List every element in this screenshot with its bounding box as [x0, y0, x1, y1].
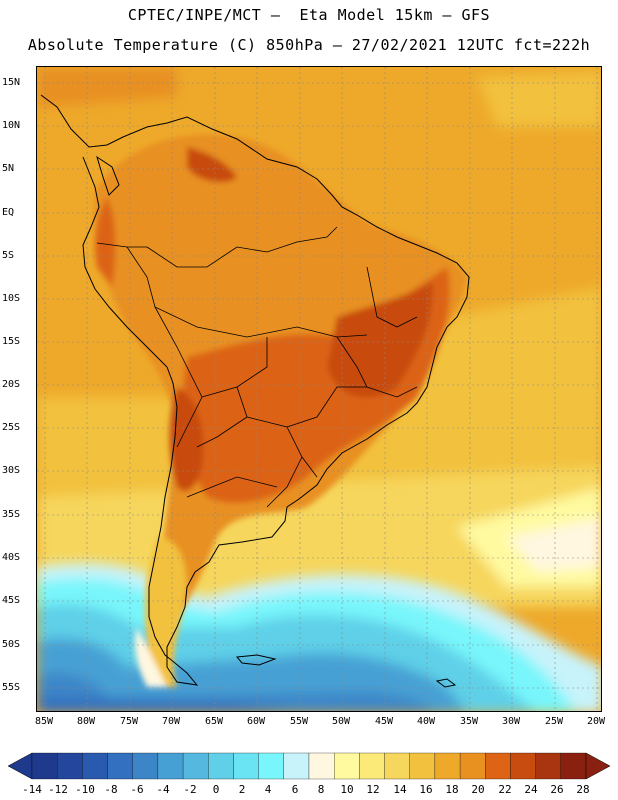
chart-title-line1: CPTEC/INPE/MCT – Eta Model 15km – GFS [127, 6, 491, 24]
lon-label: 85W [34, 716, 54, 727]
colorbar-label: 8 [317, 783, 325, 796]
colorbar-min-arrow [7, 752, 33, 780]
borders [96, 226, 418, 508]
lat-label: 15S [2, 336, 21, 347]
colorbar-cell [459, 752, 486, 780]
colorbar-cell [308, 752, 335, 780]
colorbar-cell [359, 752, 385, 780]
colorbar-cell [485, 752, 511, 780]
colorbar-label: 26 [550, 783, 564, 796]
temperature-map [36, 66, 602, 712]
lon-label: 40W [416, 716, 436, 727]
coastlines [40, 94, 470, 688]
lon-label: 50W [331, 716, 351, 727]
lat-label: 30S [2, 465, 21, 476]
colorbar-label: 20 [471, 783, 485, 796]
colorbar-cell [283, 752, 310, 780]
lat-label: 20S [2, 379, 21, 390]
field-patagonia [135, 537, 187, 687]
colorbar-cell [510, 752, 536, 780]
colorbar-label: 18 [445, 783, 459, 796]
colorbar-label: -6 [130, 783, 144, 796]
colorbar-cell [82, 752, 108, 780]
colorbar-label: 4 [264, 783, 272, 796]
chart-title-line2: Absolute Temperature (C) 850hPa – 27/02/… [27, 36, 591, 54]
colorbar-cell [384, 752, 410, 780]
graticule [37, 67, 601, 711]
lon-label: 65W [204, 716, 224, 727]
colorbar-cell [182, 752, 209, 780]
colorbar-cell [132, 752, 159, 780]
colorbar-label: 28 [576, 783, 590, 796]
colorbar-cell [560, 752, 587, 780]
colorbar-label: 14 [393, 783, 407, 796]
colorbar-label: 2 [238, 783, 246, 796]
colorbar-cell [535, 752, 561, 780]
colorbar-label: 0 [212, 783, 220, 796]
colorbar-label: -14 [22, 783, 42, 796]
lat-label: 5S [2, 250, 15, 261]
lon-label: 35W [459, 716, 479, 727]
colorbar-label: 10 [340, 783, 354, 796]
colorbar-label: -10 [75, 783, 95, 796]
colorbar-label: 22 [498, 783, 512, 796]
lat-label: 50S [2, 639, 21, 650]
lon-label: 45W [374, 716, 394, 727]
lon-label: 75W [119, 716, 139, 727]
lat-label: 45S [2, 595, 21, 606]
lon-label: 70W [161, 716, 181, 727]
colorbar-cell [258, 752, 284, 780]
colorbar-cell [409, 752, 436, 780]
colorbar-label: -4 [156, 783, 170, 796]
lat-label: 5N [2, 163, 15, 174]
colorbar-cell [57, 752, 83, 780]
colorbar-cells [31, 752, 587, 780]
colorbar-cell [208, 752, 234, 780]
lon-label: 25W [544, 716, 564, 727]
colorbar-cell [157, 752, 184, 780]
lat-label: 55S [2, 682, 21, 693]
lat-label: 10N [2, 120, 21, 131]
lat-label: 15N [2, 77, 21, 88]
colorbar-cell [233, 752, 259, 780]
colorbar-label: 6 [291, 783, 299, 796]
colorbar-label: -2 [183, 783, 197, 796]
lon-label: 20W [586, 716, 606, 727]
lat-label: 40S [2, 552, 21, 563]
lon-label: 80W [76, 716, 96, 727]
colorbar-label: 12 [366, 783, 380, 796]
colorbar-cell [434, 752, 461, 780]
colorbar-cell [31, 752, 58, 780]
colorbar-cell [334, 752, 360, 780]
lon-label: 55W [289, 716, 309, 727]
lat-label: 10S [2, 293, 21, 304]
temperature-map-canvas [37, 67, 601, 711]
lat-label: 25S [2, 422, 21, 433]
colorbar-label: -12 [48, 783, 68, 796]
colorbar-cell [107, 752, 133, 780]
field-continent-warm [94, 134, 467, 627]
lon-label: 60W [246, 716, 266, 727]
colorbar [7, 752, 611, 780]
colorbar-max-arrow [585, 752, 611, 780]
colorbar-label: 24 [524, 783, 538, 796]
lon-label: 30W [501, 716, 521, 727]
lat-label: EQ [2, 207, 15, 218]
lat-label: 35S [2, 509, 21, 520]
colorbar-label: 16 [419, 783, 433, 796]
colorbar-label: -8 [104, 783, 118, 796]
